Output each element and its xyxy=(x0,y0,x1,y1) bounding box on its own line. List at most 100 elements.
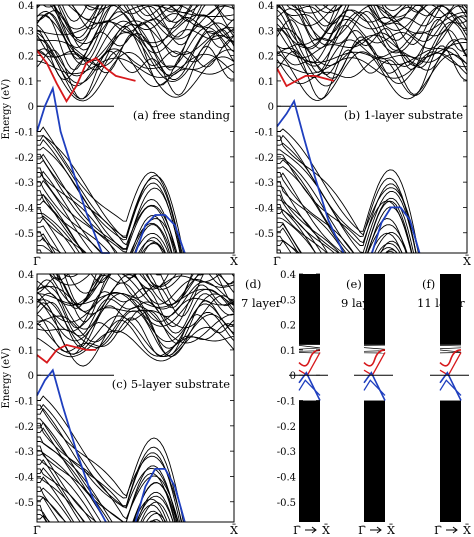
panel-f-xtick-label: X̄ xyxy=(463,524,471,537)
bulk-band-upper xyxy=(277,5,467,64)
panel-e-sublabel: 9 layer xyxy=(341,296,382,310)
bulk-band-lower xyxy=(277,208,398,253)
bulk-band-lower xyxy=(37,524,234,537)
bulk-band-upper xyxy=(37,293,234,343)
panel-b: (b) 1-layer substrate 0.4 0.3 0.2 0.1 0 -0.1 -0… xyxy=(255,1,471,268)
panel-d: (d) 7 layer 0.4 0.3 0.2 0.1 0 -0.1 -0.2 -0.3 -0.4 -… xyxy=(241,270,330,537)
panel-c-surface-band-0 xyxy=(36,343,97,364)
bulk-band-lower xyxy=(37,403,182,522)
panel-a-ytick-label: -0.3 xyxy=(15,178,34,189)
panel-d-ytick-label: 0.1 xyxy=(280,346,296,357)
bulk-band-upper xyxy=(37,48,234,100)
bulk-band-upper xyxy=(277,47,467,97)
bulk-band-lower xyxy=(37,422,179,522)
panel-c-surface-band-1 xyxy=(36,368,107,523)
panel-f-bulk-edge xyxy=(439,345,462,347)
panel-d-bulk-edge xyxy=(298,345,321,349)
bulk-band-lower xyxy=(37,467,164,522)
panel-d-ytick-label: -0.1 xyxy=(277,397,296,408)
bulk-band-upper xyxy=(55,274,234,309)
bulk-band-upper xyxy=(58,274,221,305)
panel-d-surface-band-blue-2 xyxy=(298,379,321,396)
panel-f-bulk-edge xyxy=(439,349,462,353)
panel-c-ytick-label: -0.5 xyxy=(15,498,34,509)
panel-a-surface-band-2 xyxy=(134,214,186,254)
panel-b-ytick-label: 0.4 xyxy=(258,1,274,12)
panel-b-ytick-label: 0.3 xyxy=(258,26,274,37)
bulk-band-upper xyxy=(37,38,234,87)
panel-c-ylabel: Energy (eV) xyxy=(1,348,12,409)
panel-b-ytick-label: 0.1 xyxy=(258,77,274,88)
bulk-band-lower xyxy=(277,199,403,253)
bulk-band-lower xyxy=(37,528,234,537)
panel-d-xtick-label: X̄ xyxy=(322,524,330,537)
bulk-band-upper xyxy=(37,274,234,310)
panel-b-ytick-label: -0.2 xyxy=(255,153,274,164)
bulk-band-lower xyxy=(37,126,183,253)
panel-a-label-backdrop xyxy=(114,104,232,125)
bulk-band-upper xyxy=(37,326,234,362)
panel-a-ytick-label: 0.4 xyxy=(18,1,34,12)
panel-a-xtick-label: Γ̄ xyxy=(33,255,41,268)
panel-c-ytick-label: -0.2 xyxy=(15,422,34,433)
bulk-band-lower xyxy=(37,533,234,537)
bulk-band-lower xyxy=(277,159,413,253)
bulk-band-upper xyxy=(37,26,234,71)
bulk-band-lower xyxy=(277,194,398,253)
bulk-band-upper xyxy=(37,279,234,329)
bulk-band-lower xyxy=(277,172,407,253)
bulk-band-upper xyxy=(37,14,234,62)
bulk-band-upper xyxy=(290,5,467,18)
bulk-band-lower xyxy=(37,421,178,522)
panel-f-xtick-label: Γ̄ xyxy=(434,524,442,537)
panel-c-label: (c) 5-layer substrate xyxy=(112,377,230,391)
bulk-band-lower xyxy=(37,468,167,522)
bulk-band-upper xyxy=(37,5,234,51)
bulk-band-upper xyxy=(37,291,234,332)
bulk-band-lower xyxy=(37,213,81,253)
bulk-band-lower xyxy=(37,427,176,522)
panel-d-ytick-label: 0.3 xyxy=(280,295,296,306)
panel-e-x-arrow xyxy=(370,526,382,534)
panel-a-bulk-bands xyxy=(37,5,234,253)
panel-b-ytick-label: -0.3 xyxy=(255,178,274,189)
panel-c-frame xyxy=(36,273,235,523)
bulk-band-upper xyxy=(37,298,234,349)
panel-b-ytick-label: -0.5 xyxy=(255,229,274,240)
panel-a-ytick-label: 0.2 xyxy=(18,52,34,63)
bulk-band-upper xyxy=(286,5,439,25)
panel-a: (a) free standing 0.4 0.3 0.2 0.1 0 -0.1 -0.2 -0… xyxy=(1,1,238,268)
bulk-band-upper xyxy=(297,5,455,41)
bulk-band-upper xyxy=(394,5,398,6)
panel-d-ytick-label: 0.2 xyxy=(280,321,296,332)
bulk-band-lower xyxy=(37,194,164,253)
panel-c-ytick-label: -0.4 xyxy=(15,472,34,483)
bulk-band-lower xyxy=(277,203,328,253)
panel-a-ytick-label: -0.4 xyxy=(15,203,34,214)
bulk-band-lower xyxy=(37,407,181,522)
panel-d-ytick-label: -0.2 xyxy=(277,422,296,433)
bulk-band-upper xyxy=(37,29,234,86)
panel-a-ytick-label: 0.3 xyxy=(18,26,34,37)
bulk-band-lower xyxy=(37,167,177,253)
bulk-band-lower xyxy=(277,142,417,253)
bulk-band-lower xyxy=(277,149,417,253)
bulk-band-upper xyxy=(37,261,234,270)
panel-f-sublabel: 11 layer xyxy=(417,296,465,310)
bulk-band-lower xyxy=(37,146,181,253)
panel-a-frame xyxy=(36,4,235,254)
bulk-band-lower xyxy=(37,200,165,253)
panel-f-surface-band-blue-2 xyxy=(439,379,462,396)
bulk-band-upper xyxy=(37,49,234,102)
bulk-band-lower xyxy=(37,190,166,253)
panel-e-xtick-label: X̄ xyxy=(387,524,395,537)
bulk-band-lower xyxy=(37,208,86,253)
panel-b-ytick-label: -0.1 xyxy=(255,128,274,139)
bulk-band-lower xyxy=(37,487,72,522)
panel-a-ytick-label: -0.5 xyxy=(15,229,34,240)
bulk-band-upper xyxy=(48,274,234,290)
bulk-band-lower xyxy=(277,190,401,253)
panel-b-surface-band-1 xyxy=(276,98,345,254)
panel-d-surface-band-red xyxy=(298,349,321,367)
bulk-band-upper xyxy=(37,23,234,68)
